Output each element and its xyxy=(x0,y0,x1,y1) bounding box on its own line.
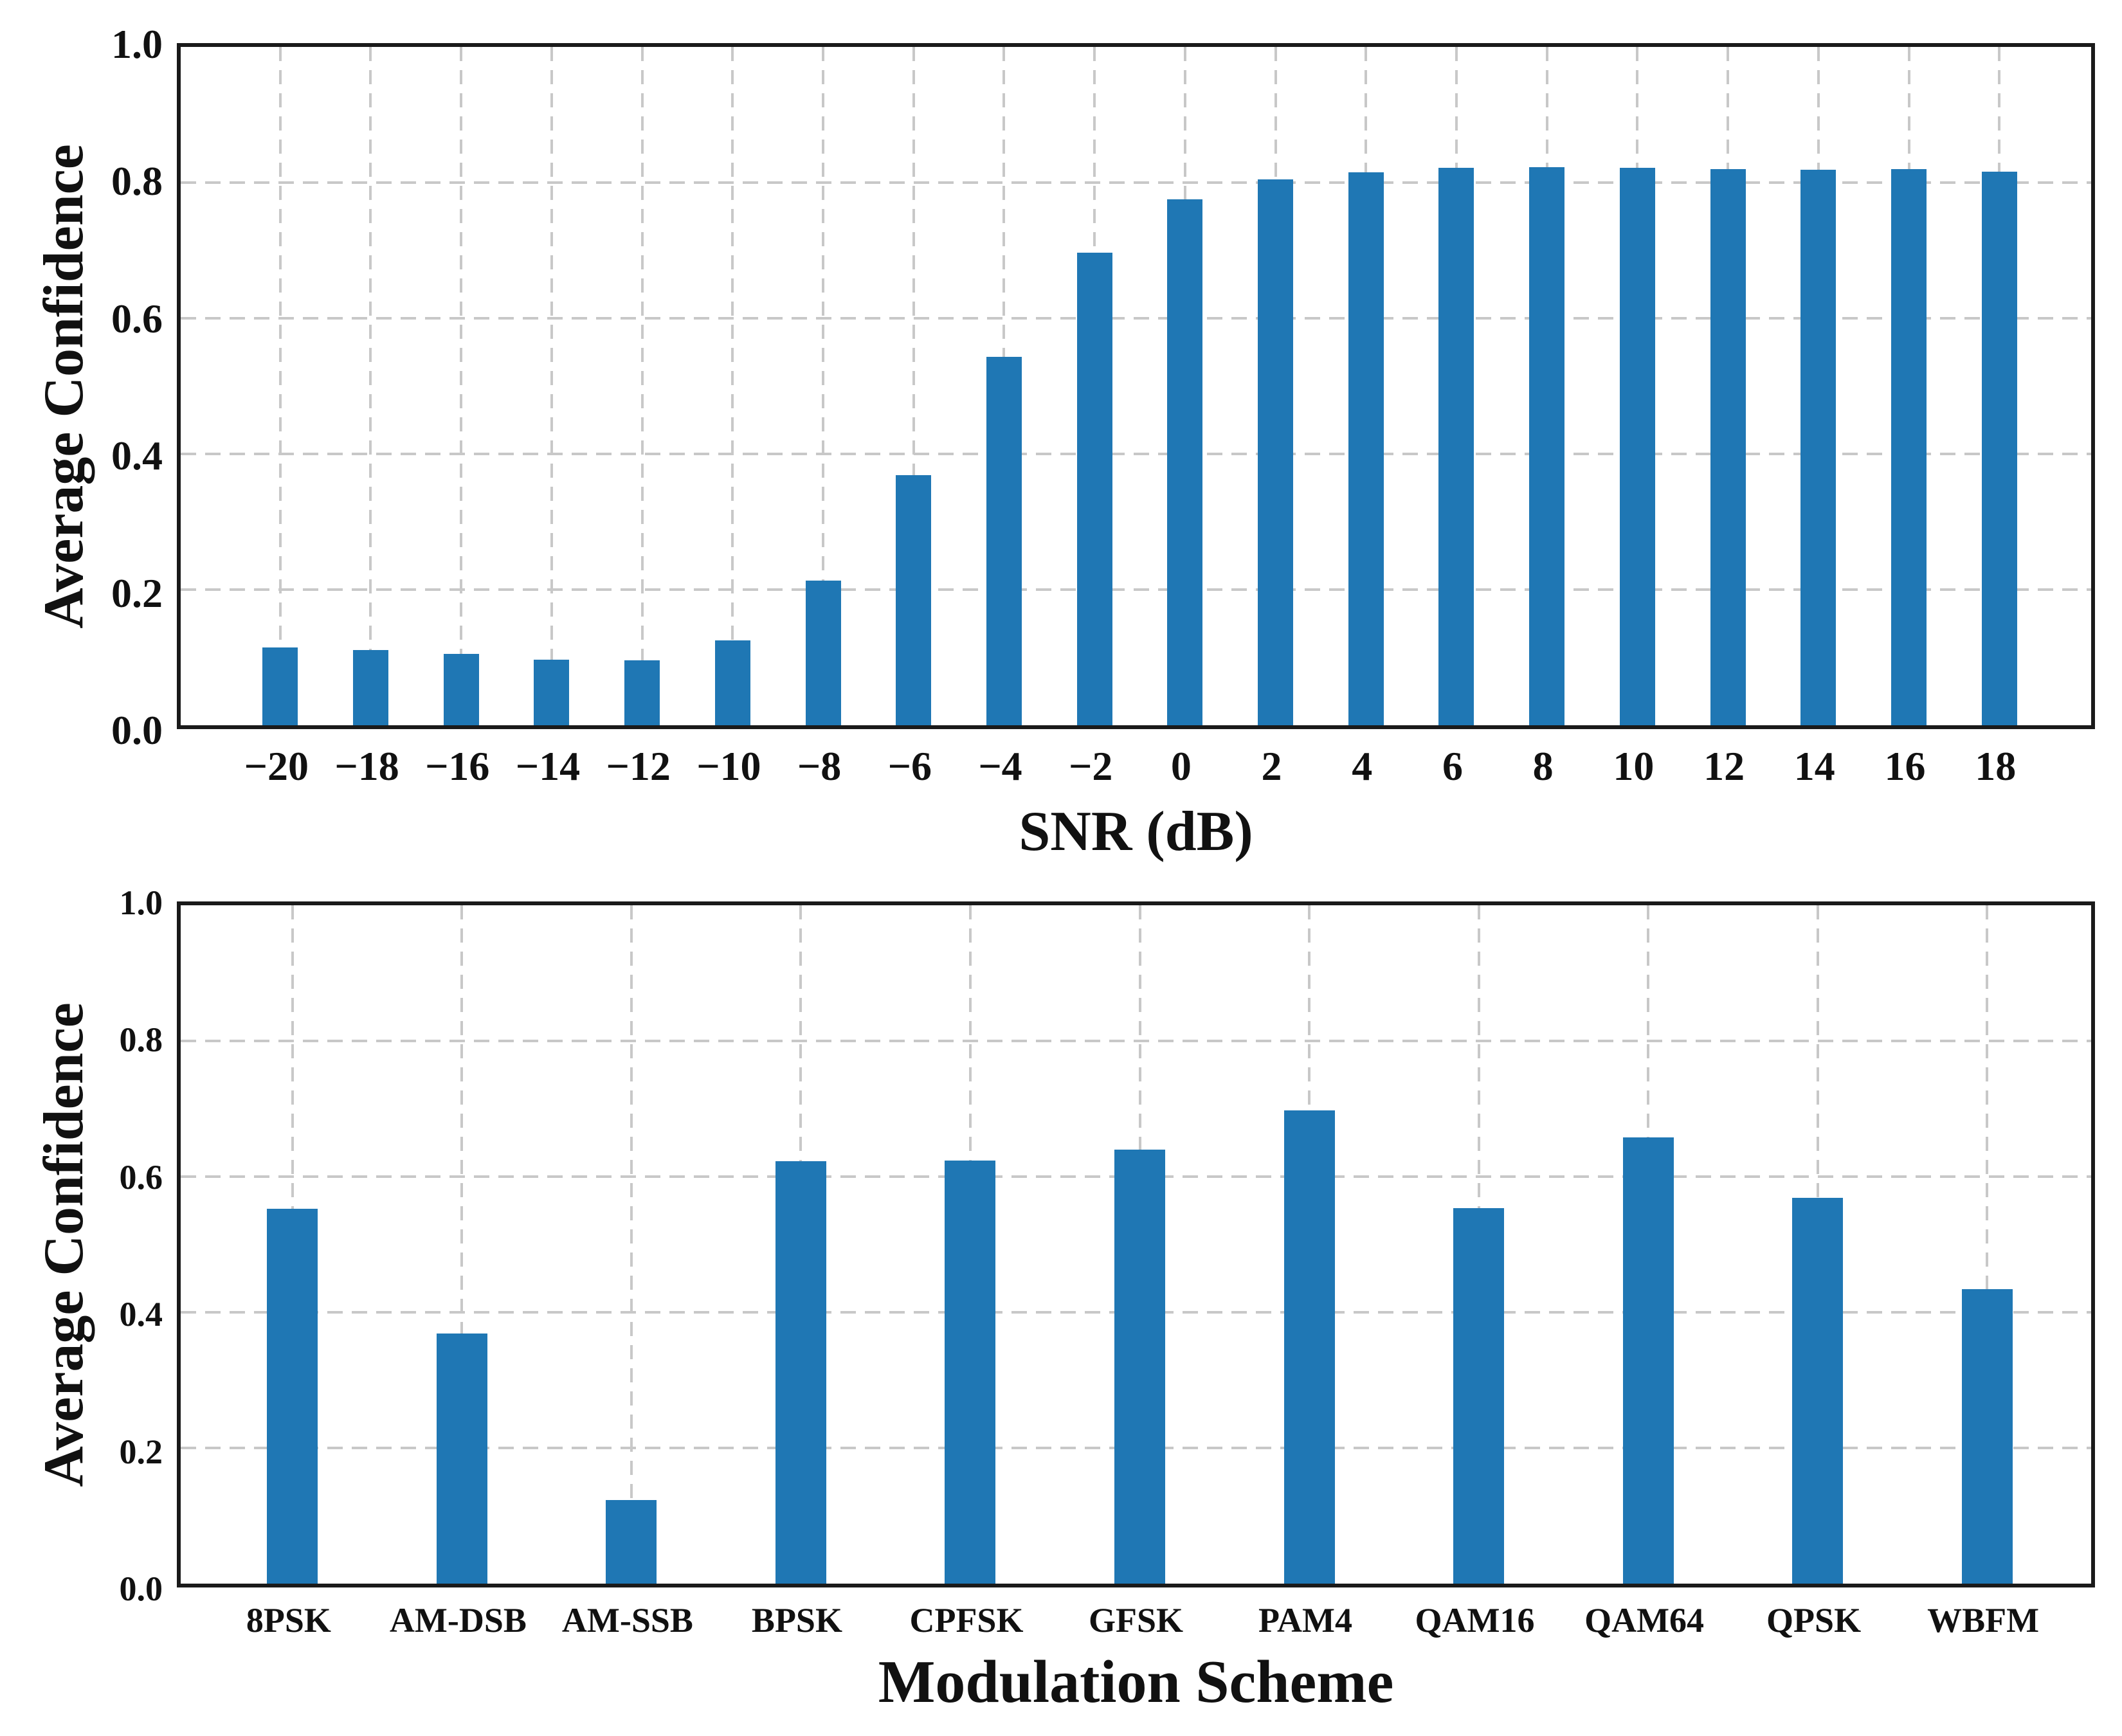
bar-6 xyxy=(1438,167,1474,725)
y-tick-label-0.2: 0.2 xyxy=(119,1432,163,1471)
snr-chart-plot-area xyxy=(177,43,2095,729)
x-tick-label-am-ssb: AM-SSB xyxy=(561,1601,693,1640)
y-tick-label-0.6: 0.6 xyxy=(111,295,163,341)
x-tick-label-wbfm: WBFM xyxy=(1927,1601,2040,1640)
bar-cpfsk xyxy=(945,1160,996,1584)
bar-bpsk xyxy=(775,1161,826,1584)
x-tick-label--6: −6 xyxy=(887,743,932,789)
vertical-gridline xyxy=(731,47,734,725)
x-tick-label-qpsk: QPSK xyxy=(1766,1601,1862,1640)
bar-qam64 xyxy=(1622,1137,1674,1584)
x-tick-label-8: 8 xyxy=(1532,743,1554,789)
vertical-gridline xyxy=(369,47,372,725)
bar-18 xyxy=(1981,172,2017,725)
bar-10 xyxy=(1619,167,1655,725)
modulation-y-axis-title: Average Confidence xyxy=(33,1002,95,1487)
x-tick-label-18: 18 xyxy=(1975,743,2017,789)
vertical-gridline xyxy=(822,47,825,725)
horizontal-gridline xyxy=(181,588,2091,591)
y-tick-label-0.4: 0.4 xyxy=(119,1295,163,1334)
x-tick-label-8psk: 8PSK xyxy=(246,1601,331,1640)
vertical-gridline xyxy=(630,905,633,1584)
x-tick-label-cpfsk: CPFSK xyxy=(909,1601,1024,1640)
x-tick-label-0: 0 xyxy=(1170,743,1192,789)
x-tick-label--16: −16 xyxy=(424,743,490,789)
x-tick-label-pam4: PAM4 xyxy=(1258,1601,1352,1640)
modulation-x-axis-title: Modulation Scheme xyxy=(878,1649,1394,1715)
modulation-chart-plot-area xyxy=(177,901,2095,1587)
bar-am-ssb xyxy=(606,1500,657,1584)
y-tick-label-0.8: 0.8 xyxy=(111,158,163,204)
x-tick-label-12: 12 xyxy=(1703,743,1745,789)
bar-qpsk xyxy=(1792,1197,1844,1584)
bar--4 xyxy=(986,357,1022,725)
bar-12 xyxy=(1710,168,1746,725)
bar-14 xyxy=(1800,169,1836,725)
x-tick-label--4: −4 xyxy=(978,743,1022,789)
bar--20 xyxy=(262,647,298,725)
bar--12 xyxy=(624,660,660,725)
vertical-gridline xyxy=(460,47,463,725)
horizontal-gridline xyxy=(181,181,2091,184)
x-tick-label--10: −10 xyxy=(696,743,761,789)
y-tick-label-1.0: 1.0 xyxy=(119,883,163,922)
bar-2 xyxy=(1258,179,1294,725)
x-tick-label--8: −8 xyxy=(797,743,842,789)
y-tick-label-0.0: 0.0 xyxy=(111,707,163,753)
x-tick-label--2: −2 xyxy=(1068,743,1113,789)
x-tick-label-2: 2 xyxy=(1261,743,1282,789)
vertical-gridline xyxy=(460,905,464,1584)
bar-0 xyxy=(1167,199,1203,725)
x-tick-label-6: 6 xyxy=(1442,743,1463,789)
bar--18 xyxy=(352,649,388,725)
horizontal-gridline xyxy=(181,1040,2091,1042)
y-tick-label-0.4: 0.4 xyxy=(111,433,163,479)
bar--8 xyxy=(805,581,841,725)
x-tick-label--12: −12 xyxy=(606,743,671,789)
x-tick-label--20: −20 xyxy=(244,743,309,789)
bar--6 xyxy=(896,475,932,725)
bar--16 xyxy=(443,654,479,725)
vertical-gridline xyxy=(550,47,553,725)
bar-8psk xyxy=(267,1208,318,1584)
x-tick-label-10: 10 xyxy=(1613,743,1655,789)
vertical-gridline xyxy=(912,47,915,725)
vertical-gridline xyxy=(640,47,644,725)
x-tick-label--14: −14 xyxy=(515,743,581,789)
bar-am-dsb xyxy=(436,1333,487,1584)
horizontal-gridline xyxy=(181,453,2091,455)
y-tick-label-1.0: 1.0 xyxy=(111,21,163,67)
bar-8 xyxy=(1529,167,1565,725)
vertical-gridline xyxy=(1986,905,1989,1584)
bar-wbfm xyxy=(1961,1289,2013,1584)
bar-qam16 xyxy=(1453,1207,1505,1584)
bar--2 xyxy=(1076,252,1112,725)
x-tick-label-4: 4 xyxy=(1352,743,1373,789)
y-tick-label-0.6: 0.6 xyxy=(119,1157,163,1197)
bar-4 xyxy=(1348,172,1384,725)
bar-16 xyxy=(1891,168,1927,725)
x-tick-label-qam16: QAM16 xyxy=(1415,1601,1535,1640)
snr-x-axis-title: SNR (dB) xyxy=(1019,800,1253,863)
x-tick-label-qam64: QAM64 xyxy=(1584,1601,1705,1640)
bar-pam4 xyxy=(1283,1110,1335,1584)
x-tick-label-gfsk: GFSK xyxy=(1088,1601,1184,1640)
y-tick-label-0.0: 0.0 xyxy=(119,1569,163,1608)
x-tick-label--18: −18 xyxy=(334,743,399,789)
x-tick-label-bpsk: BPSK xyxy=(751,1601,842,1640)
bar--14 xyxy=(534,659,570,725)
horizontal-gridline xyxy=(181,317,2091,320)
bar--10 xyxy=(714,640,750,725)
vertical-gridline xyxy=(278,47,282,725)
y-tick-label-0.2: 0.2 xyxy=(111,570,163,616)
x-tick-label-am-dsb: AM-DSB xyxy=(389,1601,527,1640)
bar-gfsk xyxy=(1114,1149,1165,1584)
x-tick-label-14: 14 xyxy=(1793,743,1835,789)
x-tick-label-16: 16 xyxy=(1884,743,1926,789)
y-tick-label-0.8: 0.8 xyxy=(119,1020,163,1060)
